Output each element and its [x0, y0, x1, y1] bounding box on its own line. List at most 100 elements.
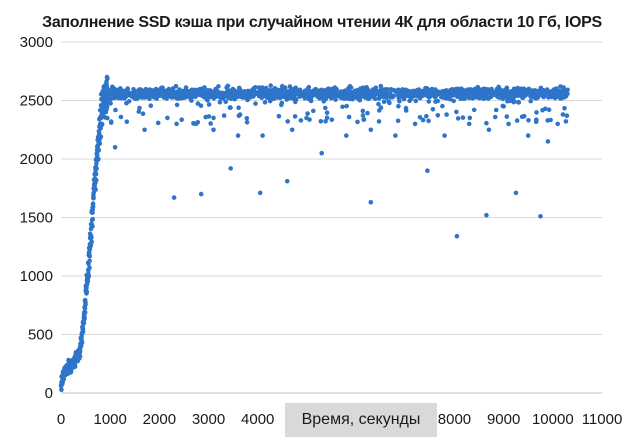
data-point — [227, 88, 233, 93]
data-point — [235, 133, 241, 138]
data-point — [457, 93, 463, 98]
data-point — [346, 114, 352, 120]
data-point — [124, 119, 130, 124]
data-point — [256, 85, 262, 90]
data-point — [208, 93, 214, 98]
data-point — [165, 115, 170, 121]
data-point — [537, 93, 542, 98]
data-point — [192, 93, 198, 99]
data-point — [396, 103, 401, 109]
data-point — [483, 95, 488, 101]
data-point — [545, 139, 551, 144]
data-point — [125, 86, 130, 92]
data-point — [329, 117, 335, 123]
x-axis-label-background — [285, 403, 437, 437]
data-point — [94, 166, 99, 171]
data-point — [561, 85, 566, 91]
data-point — [155, 120, 161, 126]
data-point — [365, 86, 370, 92]
data-point — [59, 387, 64, 393]
data-point — [339, 91, 344, 97]
data-point — [255, 90, 260, 96]
data-point — [166, 87, 172, 93]
gridlines — [61, 41, 602, 335]
data-point — [453, 93, 459, 98]
data-point — [525, 133, 531, 138]
x-tick-label: 8000 — [438, 411, 471, 428]
data-point — [137, 105, 142, 111]
data-point — [534, 117, 539, 122]
data-point — [284, 178, 290, 184]
data-point — [277, 95, 283, 101]
data-point — [193, 121, 199, 126]
data-point — [450, 93, 456, 98]
data-point — [501, 104, 507, 109]
data-point — [561, 93, 566, 99]
data-point — [293, 88, 299, 94]
data-point — [221, 113, 227, 118]
data-point — [359, 94, 364, 99]
data-point — [251, 92, 257, 97]
data-point — [528, 98, 533, 104]
data-point — [444, 88, 449, 93]
data-point — [558, 96, 563, 101]
data-point — [84, 289, 90, 295]
data-point — [561, 89, 566, 94]
data-point — [440, 103, 445, 109]
data-point — [86, 250, 92, 255]
data-point — [344, 133, 349, 138]
data-point — [142, 127, 147, 133]
data-point — [89, 239, 94, 245]
data-point — [140, 111, 146, 116]
data-point — [227, 105, 233, 110]
data-point — [523, 89, 528, 95]
data-point — [85, 278, 91, 283]
data-point — [77, 349, 83, 354]
data-point — [397, 91, 402, 96]
x-tick-label: 4000 — [241, 411, 274, 428]
data-point — [145, 91, 150, 97]
data-point — [373, 85, 379, 91]
data-point — [349, 94, 355, 100]
data-point — [455, 116, 461, 121]
data-point — [133, 94, 139, 99]
data-point — [551, 88, 557, 94]
data-point — [289, 127, 295, 133]
data-point — [174, 121, 179, 127]
data-point — [454, 87, 459, 93]
data-point — [211, 127, 216, 133]
data-point — [446, 94, 451, 99]
data-point — [486, 127, 492, 133]
data-point — [311, 108, 316, 114]
data-point — [514, 91, 520, 96]
data-point — [400, 87, 405, 92]
data-point — [555, 88, 561, 94]
data-point — [520, 93, 526, 98]
data-point — [105, 76, 110, 81]
data-point — [217, 99, 223, 105]
data-point — [354, 90, 360, 96]
data-point — [87, 265, 92, 271]
data-point — [426, 99, 432, 104]
data-point — [319, 150, 325, 156]
data-point — [87, 253, 92, 259]
data-point — [77, 354, 83, 359]
data-point — [216, 84, 221, 89]
data-point — [231, 95, 236, 100]
data-point — [417, 92, 423, 97]
data-point — [527, 91, 533, 97]
data-point — [105, 88, 110, 93]
data-point — [397, 98, 402, 104]
data-point — [519, 114, 525, 120]
data-point — [555, 121, 560, 127]
data-point — [136, 109, 142, 114]
data-point — [239, 95, 245, 100]
data-point — [376, 119, 382, 124]
data-point — [118, 86, 123, 91]
data-point — [124, 90, 129, 95]
data-point — [376, 90, 381, 95]
data-point — [510, 90, 515, 96]
data-point — [493, 107, 499, 113]
data-point — [94, 177, 99, 183]
